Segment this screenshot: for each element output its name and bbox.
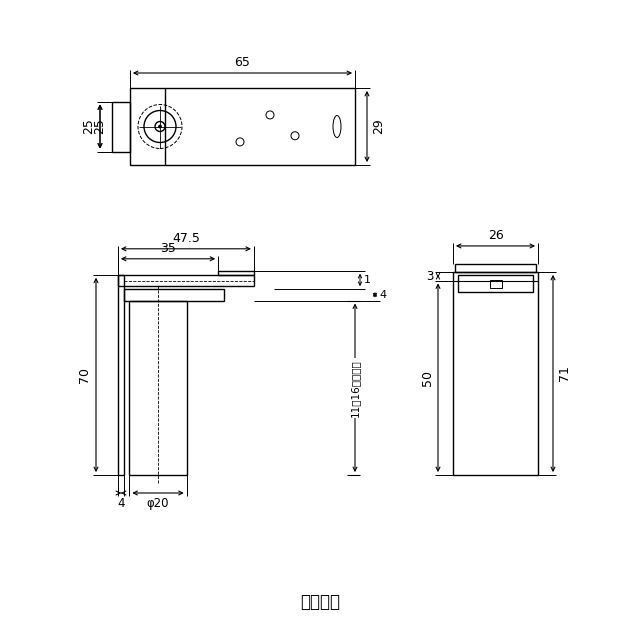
Bar [455, 264, 536, 272]
Bar [112, 102, 130, 152]
Text: 4: 4 [379, 290, 386, 300]
Bar [490, 280, 502, 288]
Bar [118, 275, 124, 475]
Bar [118, 275, 254, 286]
Bar [453, 272, 538, 475]
Text: 上部金具: 上部金具 [300, 593, 340, 611]
Bar [130, 88, 355, 165]
Text: 1: 1 [364, 275, 371, 285]
Bar [218, 271, 254, 275]
Text: 4: 4 [117, 497, 125, 510]
Text: φ20: φ20 [147, 497, 170, 510]
Text: 50: 50 [421, 370, 434, 386]
Text: 47.5: 47.5 [172, 232, 200, 245]
Bar [124, 289, 224, 301]
Text: 70: 70 [78, 367, 91, 383]
Text: 26: 26 [488, 229, 504, 242]
Circle shape [159, 125, 161, 128]
Text: 25: 25 [82, 118, 95, 134]
Bar [458, 275, 533, 292]
Text: 29: 29 [372, 118, 385, 134]
Text: 35: 35 [160, 242, 176, 255]
Text: 65: 65 [235, 56, 250, 69]
Text: 11～16（推奨）: 11～16（推奨） [350, 359, 360, 417]
Bar [129, 301, 187, 475]
Text: 71: 71 [558, 365, 571, 381]
Text: 25: 25 [93, 118, 106, 134]
Text: 3: 3 [427, 269, 434, 283]
